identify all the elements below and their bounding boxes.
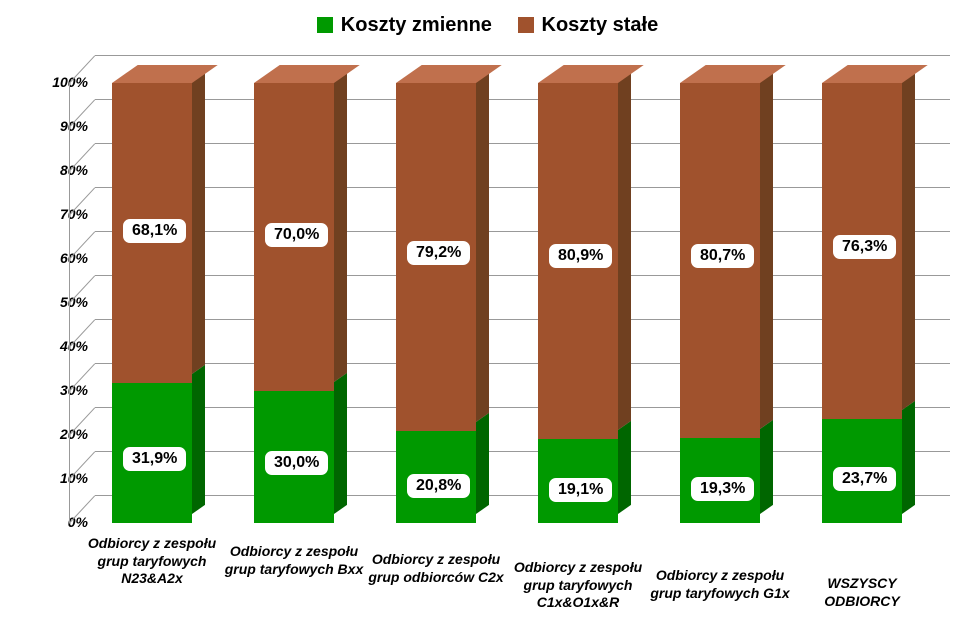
x-axis-category-label: Odbiorcy z zespołu grup taryfowych Bxx	[224, 543, 364, 578]
y-axis-tick-label: 90%	[38, 118, 88, 134]
datalabel-zmienne: 31,9%	[122, 446, 187, 472]
datalabel-stale: 70,0%	[264, 222, 329, 248]
legend-swatch-stale	[518, 17, 534, 33]
bar-side-zmienne	[760, 420, 773, 514]
datalabel-zmienne: 20,8%	[406, 473, 471, 499]
x-axis-category-label: Odbiorcy z zespołu grup taryfowych N23&A…	[82, 535, 222, 588]
datalabel-stale: 80,9%	[548, 243, 613, 269]
gridline	[95, 55, 950, 56]
datalabel-zmienne: 23,7%	[832, 466, 897, 492]
datalabel-zmienne: 19,1%	[548, 477, 613, 503]
bar-side-zmienne	[618, 421, 631, 514]
chart-legend: Koszty zmienne Koszty stałe	[0, 14, 975, 37]
legend-swatch-zmienne	[317, 17, 333, 33]
x-axis-category-label: Odbiorcy z zespołu grup odbiorców C2x	[366, 551, 506, 586]
datalabel-zmienne: 30,0%	[264, 450, 329, 476]
y-axis-tick-label: 80%	[38, 162, 88, 178]
x-axis-category-label: Odbiorcy z zespołu grup taryfowych G1x	[650, 567, 790, 602]
x-axis-category-label: WSZYSCY ODBIORCY	[792, 575, 932, 610]
y-axis-tick-label: 50%	[38, 294, 88, 310]
datalabel-zmienne: 19,3%	[690, 476, 755, 502]
legend-item-stale: Koszty stałe	[518, 14, 659, 37]
y-axis-tick-label: 70%	[38, 206, 88, 222]
x-axis-category-label: Odbiorcy z zespołu grup taryfowych C1x&O…	[508, 559, 648, 612]
y-axis-tick-label: 20%	[38, 426, 88, 442]
bar-side-stale	[476, 65, 489, 423]
y-axis-tick-label: 0%	[38, 514, 88, 530]
bar-side-stale	[902, 65, 915, 410]
datalabel-stale: 76,3%	[832, 234, 897, 260]
bar-side-stale	[760, 65, 773, 429]
bar-side-zmienne	[476, 413, 489, 514]
legend-label-zmienne: Koszty zmienne	[341, 14, 492, 36]
bar-side-zmienne	[334, 373, 347, 514]
y-axis-tick-label: 30%	[38, 382, 88, 398]
bar-side-zmienne	[902, 401, 915, 514]
datalabel-stale: 79,2%	[406, 240, 471, 266]
bar-side-stale	[334, 65, 347, 382]
datalabel-stale: 68,1%	[122, 218, 187, 244]
y-axis-tick-label: 40%	[38, 338, 88, 354]
legend-label-stale: Koszty stałe	[542, 14, 659, 36]
chart-plot-area: 0%10%20%30%40%50%60%70%80%90%100%68,1%31…	[50, 55, 950, 615]
y-axis-tick-label: 60%	[38, 250, 88, 266]
bar-side-stale	[618, 65, 631, 430]
y-axis-tick-label: 100%	[38, 74, 88, 90]
datalabel-stale: 80,7%	[690, 243, 755, 269]
bar-side-stale	[192, 65, 205, 374]
y-axis-tick-label: 10%	[38, 470, 88, 486]
bar-side-zmienne	[192, 365, 205, 514]
legend-item-zmienne: Koszty zmienne	[317, 14, 492, 37]
